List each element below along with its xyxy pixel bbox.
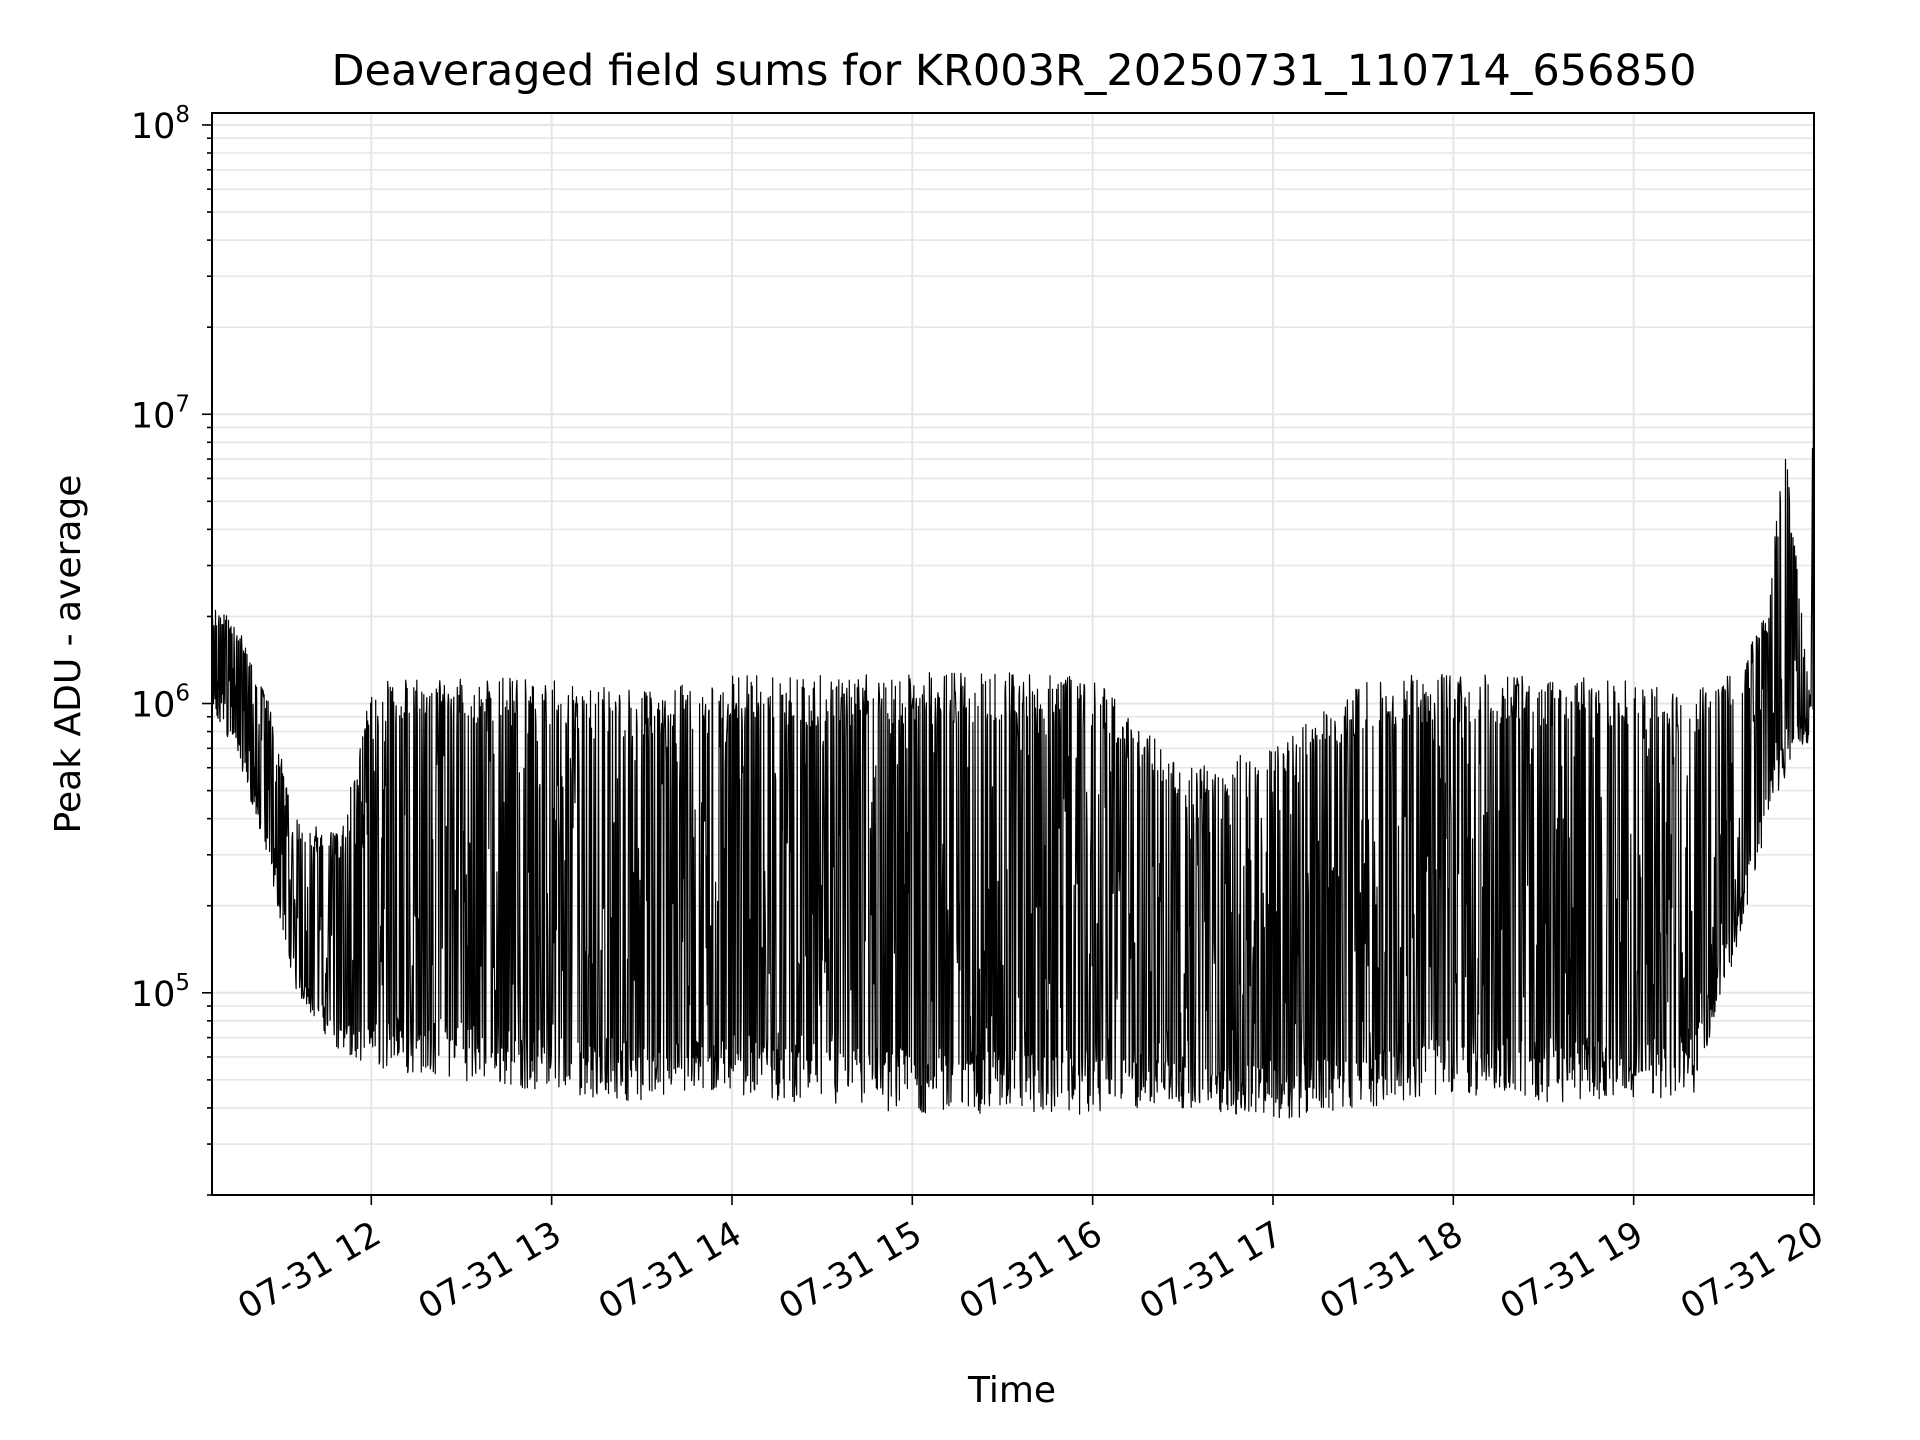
x-tick-label: 07-31 18: [1314, 1214, 1470, 1327]
x-tick-label: 07-31 20: [1674, 1214, 1830, 1327]
y-tick-label: 106: [131, 681, 190, 726]
x-tick-label: 07-31 12: [232, 1214, 388, 1327]
plot-frame: [211, 112, 1815, 1196]
x-tick-label: 07-31 14: [592, 1214, 748, 1327]
x-tick-label: 07-31 16: [953, 1214, 1109, 1327]
x-tick-label: 07-31 13: [412, 1214, 568, 1327]
y-tick-label: 107: [131, 391, 190, 436]
y-tick-label: 105: [131, 970, 190, 1015]
series-line: [211, 222, 1815, 1119]
y-tick-label: 108: [131, 102, 190, 147]
series-layer: [211, 222, 1815, 1119]
x-axis: 07-31 12 07-31 13 07-31 14 07-31 15 07-31 16…: [232, 1195, 1831, 1327]
x-tick-label: 07-31 19: [1494, 1214, 1650, 1327]
x-tick-label: 07-31 17: [1133, 1214, 1289, 1327]
x-axis-label: Time: [967, 1370, 1056, 1411]
x-tick-label: 07-31 15: [773, 1214, 929, 1327]
y-axis-label: Peak ADU - average: [48, 475, 89, 834]
y-axis: 105 106 107 108: [131, 102, 212, 1196]
chart-title: Deaveraged field sums for KR003R_2025073…: [331, 46, 1696, 96]
